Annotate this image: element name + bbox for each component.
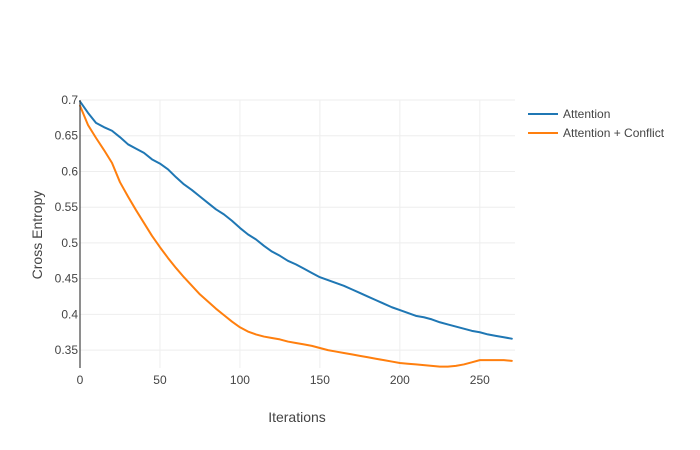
x-axis-title: Iterations xyxy=(268,409,326,425)
y-tick-label: 0.4 xyxy=(61,307,78,321)
grid xyxy=(80,99,515,368)
legend-item[interactable]: Attention xyxy=(528,107,610,121)
x-tick-label: 0 xyxy=(77,373,84,387)
y-axis-title: Cross Entropy xyxy=(29,191,45,280)
legend-label: Attention xyxy=(563,107,610,121)
axes: 0 50 100 150 200 250 0.35 0.4 0.45 0.5 0.55 0.6 0.65… xyxy=(55,93,491,387)
y-tick-label: 0.7 xyxy=(61,93,78,107)
x-tick-label: 150 xyxy=(310,373,330,387)
x-tick-label: 200 xyxy=(390,373,410,387)
y-tick-label: 0.55 xyxy=(55,200,79,214)
legend-item[interactable]: Attention + Conflict xyxy=(528,126,665,140)
series-line-attention-conflict xyxy=(79,104,513,368)
legend: Attention Attention + Conflict xyxy=(528,107,665,140)
y-tick-label: 0.65 xyxy=(55,129,79,143)
x-tick-label: 50 xyxy=(153,373,167,387)
y-tick-label: 0.35 xyxy=(55,343,79,357)
series-layer xyxy=(79,100,513,368)
x-tick-label: 250 xyxy=(470,373,490,387)
series-line-attention xyxy=(79,100,513,340)
y-tick-label: 0.5 xyxy=(61,236,78,250)
y-tick-label: 0.6 xyxy=(61,164,78,178)
x-tick-label: 100 xyxy=(230,373,250,387)
y-tick-label: 0.45 xyxy=(55,272,79,286)
legend-label: Attention + Conflict xyxy=(563,126,665,140)
